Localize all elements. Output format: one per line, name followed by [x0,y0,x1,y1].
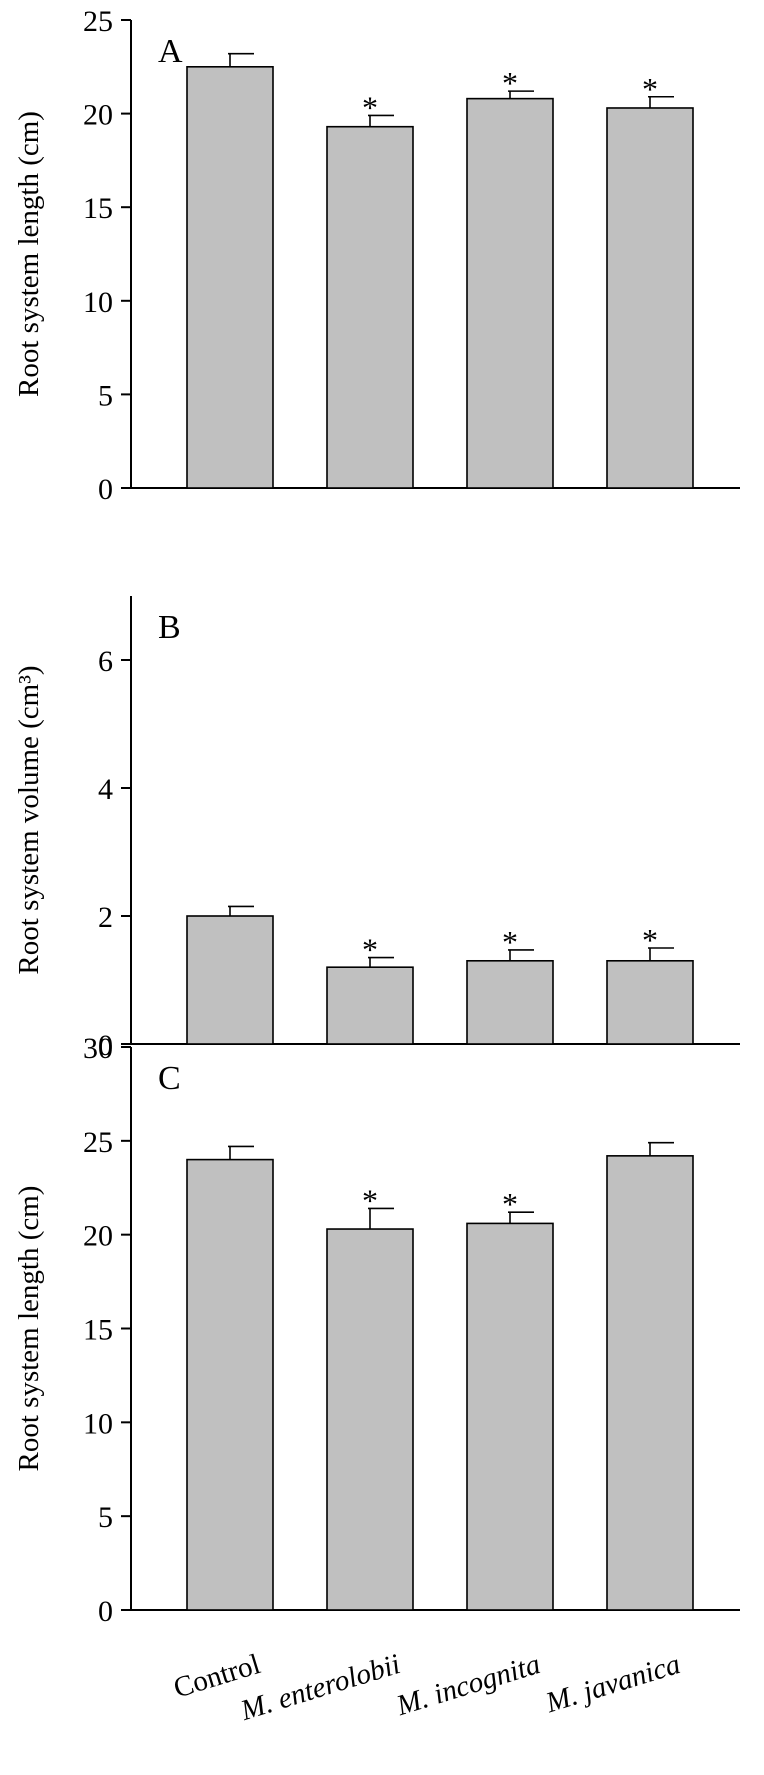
bar [466,1222,554,1611]
y-tick-label: 4 [98,773,113,806]
significance-marker: * [502,1186,518,1222]
bar [186,66,274,489]
y-tick-label: 0 [98,1029,113,1062]
panel-a: 0 5 10 15 20 25 Root system length (cm) A * * * [13,5,740,506]
bar [186,1158,274,1611]
y-tick-label: 5 [98,1501,113,1534]
bar [186,915,274,1045]
y-tick-label: 5 [98,379,113,412]
y-tick-label: 20 [83,1220,113,1253]
bar [326,125,414,489]
significance-marker: * [362,1182,378,1218]
x-category-label: M. enterolobii [236,1648,404,1727]
bar [466,97,554,489]
y-tick-label: 25 [83,5,113,38]
x-category-label: M. javanica [541,1648,684,1719]
significance-marker: * [362,932,378,968]
bar [606,1155,694,1611]
y-tick-label: 15 [83,1314,113,1347]
significance-marker: * [642,71,658,107]
y-axis-title: Root system length (cm) [13,111,45,397]
panel-label: C [158,1060,181,1097]
bar [326,1228,414,1611]
y-tick-label: 25 [83,1126,113,1159]
panel-label: A [158,33,183,70]
y-axis-title: Root system volume (cm³) [13,665,45,974]
y-tick-label: 2 [98,901,113,934]
y-tick-label: 30 [83,1032,113,1065]
y-tick-label: 15 [83,192,113,225]
significance-marker: * [362,89,378,125]
y-axis-title: Root system length (cm) [13,1186,45,1472]
bar [466,959,554,1045]
significance-marker: * [502,924,518,960]
bar [606,959,694,1045]
panel-c: 0 5 10 15 20 25 30 Root system length (cm) C * * [13,1032,740,1628]
significance-marker: * [642,922,658,958]
y-tick-label: 0 [98,1595,113,1628]
significance-marker: * [502,65,518,101]
y-tick-label: 10 [83,286,113,319]
y-tick-label: 6 [98,645,113,678]
panel-label: B [158,609,181,646]
bar [606,107,694,489]
bar [326,966,414,1045]
panel-b: 0 2 4 6 Root system volume (cm³) B * * * [13,596,740,1062]
y-tick-label: 20 [83,99,113,132]
x-category-label: M. incognita [392,1648,544,1722]
y-tick-label: 10 [83,1407,113,1440]
y-tick-label: 0 [98,473,113,506]
